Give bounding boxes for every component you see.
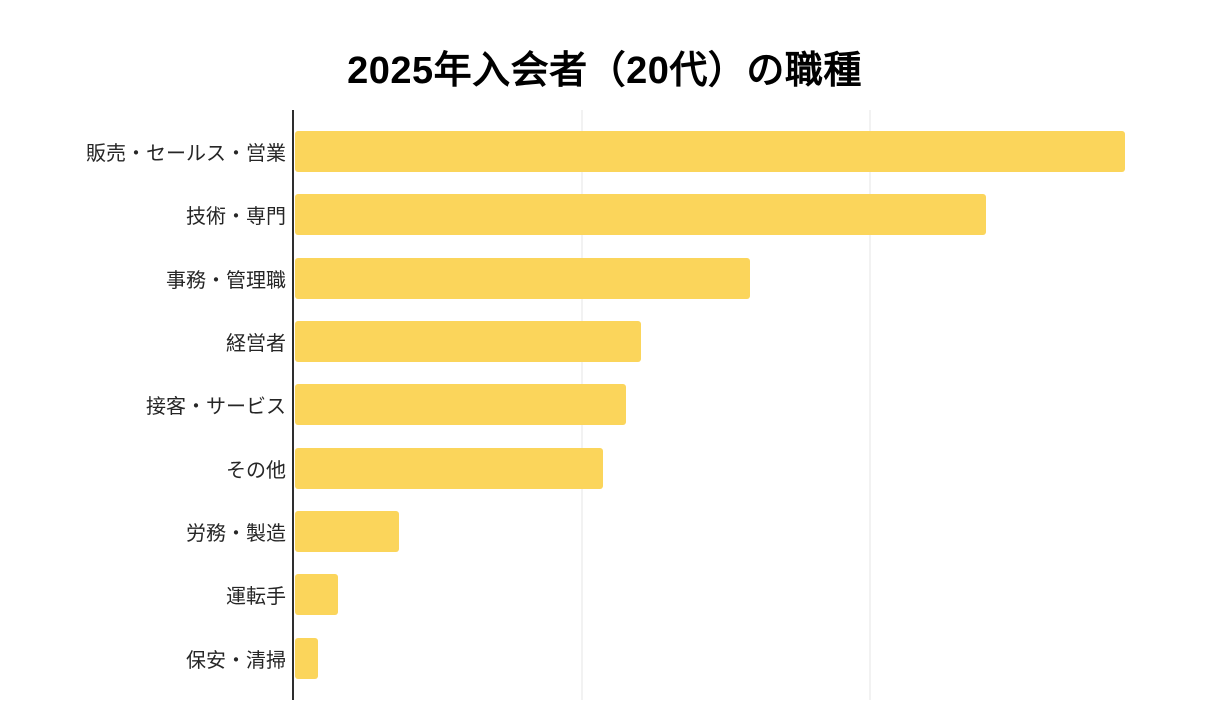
bar	[295, 511, 399, 553]
bar-row: 接客・サービス	[0, 373, 1209, 436]
bar-track	[295, 321, 1209, 363]
bar	[295, 321, 641, 363]
bar-row: 経営者	[0, 310, 1209, 373]
bar-track	[295, 511, 1209, 553]
category-label: その他	[226, 459, 286, 482]
bar-row: 技術・専門	[0, 183, 1209, 246]
gridline	[869, 110, 871, 700]
y-axis-line	[292, 110, 294, 700]
bar-row: 販売・セールス・営業	[0, 120, 1209, 183]
bar-row: 労務・製造	[0, 500, 1209, 563]
bar-track	[295, 447, 1209, 489]
bar-track	[295, 257, 1209, 299]
bar	[295, 637, 318, 679]
bar-track	[295, 637, 1209, 679]
bar-track	[295, 131, 1209, 173]
bar	[295, 447, 604, 489]
category-label: 事務・管理職	[166, 269, 286, 292]
bar	[295, 257, 751, 299]
bar-track	[295, 574, 1209, 616]
bar	[295, 194, 987, 236]
bar-rows: 販売・セールス・営業技術・専門事務・管理職経営者接客・サービスその他労務・製造運…	[0, 120, 1209, 690]
category-label: 労務・製造	[186, 523, 286, 546]
bar-row: 事務・管理職	[0, 247, 1209, 310]
category-label: 販売・セールス・営業	[86, 143, 286, 166]
category-label: 接客・サービス	[146, 396, 286, 419]
bar	[295, 574, 339, 616]
bar-track	[295, 384, 1209, 426]
category-label: 運転手	[226, 586, 286, 609]
bar	[295, 384, 627, 426]
bar-row: その他	[0, 437, 1209, 500]
category-label: 経営者	[226, 333, 286, 356]
category-label: 保安・清掃	[186, 649, 286, 672]
bar-row: 保安・清掃	[0, 627, 1209, 690]
category-label: 技術・専門	[186, 206, 286, 229]
chart-title: 2025年入会者（20代）の職種	[347, 50, 862, 92]
bar	[295, 131, 1125, 173]
bar-track	[295, 194, 1209, 236]
bar-row: 運転手	[0, 563, 1209, 626]
